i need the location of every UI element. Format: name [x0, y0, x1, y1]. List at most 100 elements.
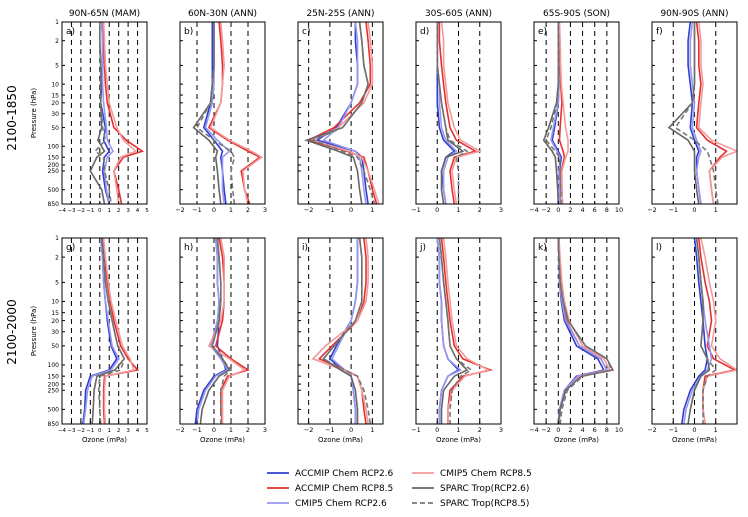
y-tick-label: 150 — [48, 373, 60, 380]
series-line-sparc-trop-rcp8-5- — [211, 238, 233, 424]
x-tick-label: −2 — [77, 208, 85, 214]
x-axis-label: Ozone (mPa) — [672, 436, 717, 444]
x-tick-label: 2 — [478, 206, 482, 214]
x-axis-label: Ozone (mPa) — [436, 436, 481, 444]
x-tick-label: −4 — [58, 208, 67, 214]
series-line-cmip5-chem-rcp2-6 — [689, 22, 702, 204]
panel-letter: j) — [419, 243, 426, 253]
series-line-sparc-trop-rcp8-5- — [695, 238, 717, 424]
x-tick-label: 2 — [478, 426, 482, 434]
legend-item-sparc-trop-rcp2-6-: SPARC Trop(RCP2.6) — [412, 484, 529, 494]
legend-label: CMIP5 Chem RCP8.5 — [440, 469, 532, 479]
x-tick-label: 1 — [456, 426, 460, 434]
x-tick-label: 0 — [556, 426, 560, 434]
x-tick-label: 10 — [615, 206, 623, 214]
y-tick-label: 2 — [55, 254, 59, 261]
panel-d: 30S-60S (ANN) d) −1 0 1 2 3 — [411, 9, 503, 214]
x-tick-label: 1 — [229, 206, 233, 214]
legend-label: SPARC Trop(RCP2.6) — [440, 484, 529, 494]
series-line-cmip5-chem-rcp2-6 — [82, 238, 120, 424]
x-tick-label: 0 — [212, 206, 216, 214]
series-line-cmip5-chem-rcp8-5 — [207, 238, 247, 424]
y-tick-label: 2 — [55, 38, 59, 45]
y-tick-label: 5 — [55, 280, 59, 287]
x-tick-label: 0 — [556, 206, 560, 214]
series-line-cmip5-chem-rcp8-5 — [311, 238, 369, 424]
x-tick-label: −2 — [304, 426, 314, 434]
x-axis-label: Ozone (mPa) — [554, 436, 599, 444]
x-tick-label: 0 — [98, 428, 102, 434]
legend-item-sparc-trop-rcp8-5-: SPARC Trop(RCP8.5) — [412, 499, 529, 509]
x-axis-label: Ozone (mPa) — [200, 436, 245, 444]
panel-b: 60N-30N (ANN) b) −2 −1 0 1 2 3 — [175, 9, 267, 214]
series-line-cmip5-chem-rcp8-5 — [209, 22, 264, 204]
series-line-accmip-chem-rcp8-5 — [440, 238, 494, 424]
y-tick-label: 500 — [48, 407, 60, 414]
y-tick-label: 20 — [51, 100, 59, 107]
x-tick-label: 0 — [692, 426, 696, 434]
y-axis-label: Pressure (hPa) — [30, 88, 38, 138]
y-tick-label: 150 — [48, 154, 60, 161]
x-tick-label: 0 — [692, 206, 696, 214]
x-tick-label: −1 — [668, 206, 678, 214]
panel-letter: h) — [184, 243, 193, 253]
y-tick-label: 1 — [55, 235, 59, 242]
series-line-accmip-chem-rcp8-5 — [101, 238, 140, 424]
y-tick-label: 850 — [48, 421, 60, 428]
series-line-accmip-chem-rcp2-6 — [315, 22, 369, 204]
series-line-accmip-chem-rcp2-6 — [681, 238, 709, 424]
x-tick-label: −1 — [668, 426, 678, 434]
panel-e: 65S-90S (SON) e) −4 −2 0 2 4 6 8 10 — [529, 9, 623, 214]
series-line-sparc-trop-rcp2-6- — [192, 22, 222, 204]
x-tick-label: −3 — [67, 208, 76, 214]
series-line-cmip5-chem-rcp8-5 — [558, 22, 569, 204]
x-tick-label: 1 — [714, 206, 718, 214]
legend-item-cmip5-chem-rcp2-6: CMIP5 Chem RCP2.6 — [267, 499, 387, 509]
series-line-cmip5-chem-rcp8-5 — [102, 238, 135, 424]
legend-label: ACCMIP Chem RCP8.5 — [295, 484, 393, 494]
panel-title: 25N-25S (ANN) — [306, 9, 374, 19]
panel-frame — [179, 21, 266, 205]
row-label-top: 2100-1850 — [5, 85, 19, 150]
panel-title: 60N-30N (ANN) — [188, 9, 257, 19]
panel-k: k) −4 −2 0 2 4 6 8 10 Ozone (mPa) — [529, 237, 623, 444]
x-tick-label: 2 — [568, 206, 572, 214]
y-tick-label: 30 — [51, 111, 59, 118]
x-tick-label: 4 — [136, 208, 140, 214]
legend-label: SPARC Trop(RCP8.5) — [440, 499, 529, 509]
x-axis-label: Ozone (mPa) — [82, 436, 127, 444]
panel-letter: c) — [302, 27, 310, 37]
x-tick-label: 1 — [370, 206, 374, 214]
x-tick-label: 3 — [126, 428, 130, 434]
panel-a: 90N-65N (MAM)a)−4 −3 −2 −1 0 1 2 3 4 512510152030… — [30, 9, 149, 214]
x-tick-label: 1 — [370, 426, 374, 434]
x-tick-label: 8 — [605, 426, 609, 434]
y-tick-label: 500 — [48, 187, 60, 194]
series-line-sparc-trop-rcp2-6- — [89, 22, 106, 204]
y-tick-label: 30 — [51, 329, 59, 336]
series-line-sparc-trop-rcp8-5- — [545, 22, 563, 204]
y-tick-label: 20 — [51, 318, 59, 325]
x-tick-label: −3 — [67, 428, 76, 434]
series-line-accmip-chem-rcp8-5 — [306, 22, 378, 204]
panel-h: h) −2 −1 0 1 2 3 Ozone (mPa) — [175, 237, 267, 444]
x-tick-label: −2 — [647, 426, 657, 434]
panel-letter: e) — [538, 27, 547, 37]
panel-frame — [533, 21, 620, 205]
panel-frame — [297, 237, 384, 425]
legend-item-accmip-chem-rcp8-5: ACCMIP Chem RCP8.5 — [267, 484, 393, 494]
panel-letter: b) — [184, 27, 193, 37]
y-tick-label: 15 — [51, 310, 59, 317]
panel-f: 90N-90S (ANN) f) −2 −1 0 1 — [647, 9, 738, 214]
series-line-sparc-trop-rcp2-6- — [667, 22, 700, 204]
panel-frame — [61, 21, 148, 205]
x-tick-label: 1 — [456, 206, 460, 214]
series-line-accmip-chem-rcp8-5 — [438, 22, 478, 204]
y-tick-label: 100 — [48, 362, 60, 369]
panel-i: i) −2 −1 0 1 Ozone (mPa) — [297, 237, 384, 444]
y-tick-label: 15 — [51, 92, 59, 99]
y-tick-label: 10 — [51, 81, 59, 88]
series-line-sparc-trop-rcp2-6- — [304, 22, 369, 204]
x-tick-label: 4 — [581, 206, 585, 214]
